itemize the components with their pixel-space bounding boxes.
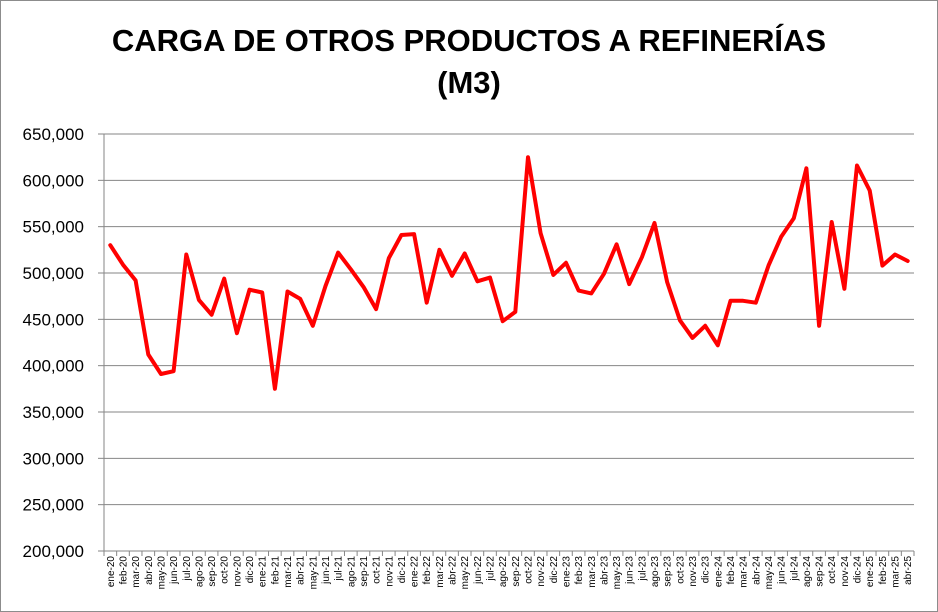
x-tick-label: dic-23: [701, 556, 712, 584]
x-tick-label: mar-25: [891, 556, 902, 588]
x-tick-label: oct-24: [827, 556, 838, 584]
y-tick-label: 650,000: [23, 125, 84, 144]
y-tick-label: 450,000: [23, 310, 84, 329]
y-tick-label: 500,000: [23, 264, 84, 283]
x-tick-label: ago-23: [650, 556, 661, 588]
axes: [103, 134, 914, 552]
x-tick-label: feb-24: [726, 556, 737, 585]
x-tick-label: feb-23: [574, 556, 585, 585]
x-tick-label: dic-20: [245, 556, 256, 584]
x-tick-label: oct-20: [220, 556, 231, 584]
x-tick-label: oct-23: [675, 556, 686, 584]
x-tick-label: feb-25: [878, 556, 889, 585]
y-tick-label: 350,000: [23, 403, 84, 422]
x-tick-label: sep-24: [815, 556, 826, 587]
y-tick-label: 250,000: [23, 496, 84, 515]
x-tick-label: feb-22: [422, 556, 433, 585]
x-tick-label: ene-24: [713, 556, 724, 588]
x-tick-label: may-20: [156, 556, 167, 590]
x-tick-label: abr-24: [751, 556, 762, 585]
x-tick-label: abr-21: [296, 556, 307, 585]
y-tick-label: 600,000: [23, 171, 84, 190]
gridlines: [104, 133, 914, 506]
x-tick-label: jun-24: [777, 556, 788, 585]
x-tick-label: may-23: [612, 556, 623, 590]
x-tick-label: mar-22: [435, 556, 446, 588]
x-tick-label: mar-24: [739, 556, 750, 588]
x-tick-label: abr-20: [144, 556, 155, 585]
x-tick-label: sep-22: [511, 556, 522, 587]
y-tick-label: 400,000: [23, 357, 84, 376]
x-tick-label: may-22: [460, 556, 471, 590]
x-tick-label: dic-21: [397, 556, 408, 584]
x-tick-label: mar-23: [587, 556, 598, 588]
x-tick-label: nov-21: [384, 556, 395, 587]
y-tick-label: 200,000: [23, 542, 84, 561]
x-tick-label: jul-20: [182, 556, 193, 582]
x-tick-label: jun-21: [321, 556, 332, 585]
x-tick-label: ene-23: [561, 556, 572, 588]
x-tick-label: oct-22: [523, 556, 534, 584]
x-tick-label: ene-21: [258, 556, 269, 588]
x-tick-label: jul-23: [637, 556, 648, 582]
series-polyline: [108, 155, 910, 391]
x-tick-label: ago-22: [498, 556, 509, 588]
series-line: [108, 155, 910, 391]
x-tick-label: nov-22: [536, 556, 547, 587]
x-tick-label: feb-20: [118, 556, 129, 585]
x-tick-label: jun-23: [625, 556, 636, 585]
x-tick-label: oct-21: [372, 556, 383, 584]
chart-title: CARGA DE OTROS PRODUCTOS A REFINERÍAS (M…: [0, 20, 938, 104]
x-tick-label: ago-24: [802, 556, 813, 588]
x-tick-label: jul-21: [334, 556, 345, 582]
x-tick-label: mar-20: [131, 556, 142, 588]
x-tick-label: sep-20: [207, 556, 218, 587]
x-tick-label: may-24: [764, 556, 775, 590]
x-tick-label: dic-22: [549, 556, 560, 584]
x-tick-label: jul-22: [486, 556, 497, 582]
x-tick-label: nov-23: [688, 556, 699, 587]
x-tick-label: feb-21: [270, 556, 281, 585]
x-tick-label: abr-22: [448, 556, 459, 585]
x-tick-label: abr-23: [599, 556, 610, 585]
x-tick-label: mar-21: [283, 556, 294, 588]
y-tick-label: 550,000: [23, 218, 84, 237]
x-tick-label: may-21: [308, 556, 319, 590]
y-axis-ticks: 200,000 250,000 300,000 350,000 400,000 450,0…: [23, 125, 104, 561]
x-tick-label: nov-20: [232, 556, 243, 587]
x-tick-label: ene-20: [106, 556, 117, 588]
x-axis-ticks: ene-20 feb-20 mar-20 abr-20 may-20 jun-20 jul-…: [103, 551, 915, 590]
y-tick-label: 300,000: [23, 449, 84, 468]
chart-title-line: CARGA DE OTROS PRODUCTOS A REFINERÍAS: [111, 23, 827, 58]
chart-subtitle-line: (M3): [437, 65, 501, 100]
x-tick-label: ago-20: [194, 556, 205, 588]
x-tick-label: dic-24: [853, 556, 864, 584]
x-tick-label: sep-21: [359, 556, 370, 587]
x-tick-label: ene-25: [865, 556, 876, 588]
x-tick-label: abr-25: [903, 556, 914, 585]
x-tick-label: jul-24: [789, 556, 800, 582]
x-tick-label: ene-22: [410, 556, 421, 588]
x-tick-label: sep-23: [663, 556, 674, 587]
x-tick-label: nov-24: [840, 556, 851, 587]
x-tick-label: jun-20: [169, 556, 180, 585]
x-tick-label: ago-21: [346, 556, 357, 588]
x-tick-label: jun-22: [473, 556, 484, 585]
